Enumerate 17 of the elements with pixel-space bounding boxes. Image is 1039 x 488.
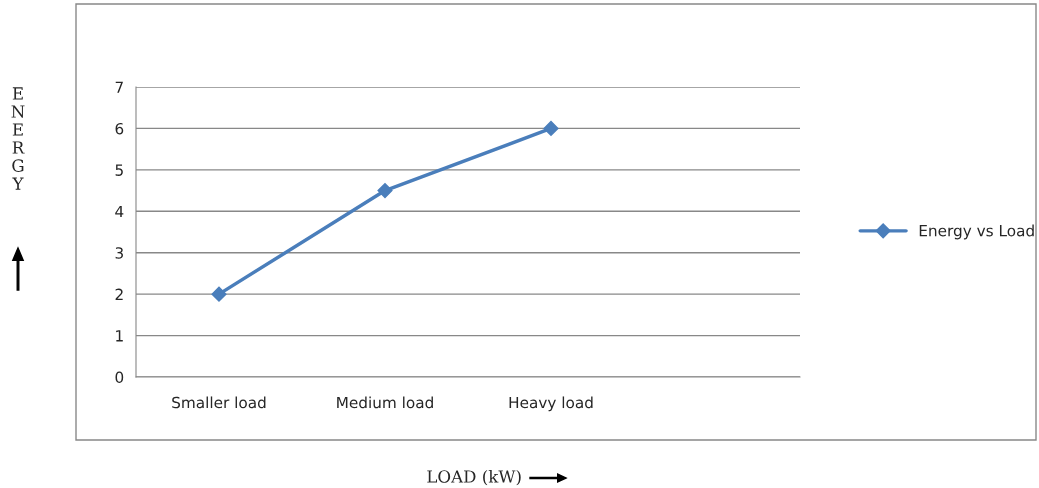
y-tick-label: 3 [115,247,123,259]
y-tick-label: 1 [116,330,123,342]
legend-label: Energy vs Load [919,224,1034,240]
y-tick-label: 6 [115,122,124,135]
x-tick-label: Smaller load [172,396,266,409]
text: ENERGY [11,87,25,190]
x-axis-title: LOAD (kW) [427,469,521,486]
y-tick-label: 5 [115,164,123,176]
x-tick-label: Medium load [337,396,433,409]
point [543,120,559,136]
point [211,286,227,302]
y-tick-label: 4 [115,205,124,218]
y-tick-label: 7 [115,81,123,93]
point [377,183,393,199]
y-tick-label: 0 [115,371,124,384]
y-tick-label: 2 [115,288,123,300]
x-tick-label: Heavy load [509,396,593,412]
